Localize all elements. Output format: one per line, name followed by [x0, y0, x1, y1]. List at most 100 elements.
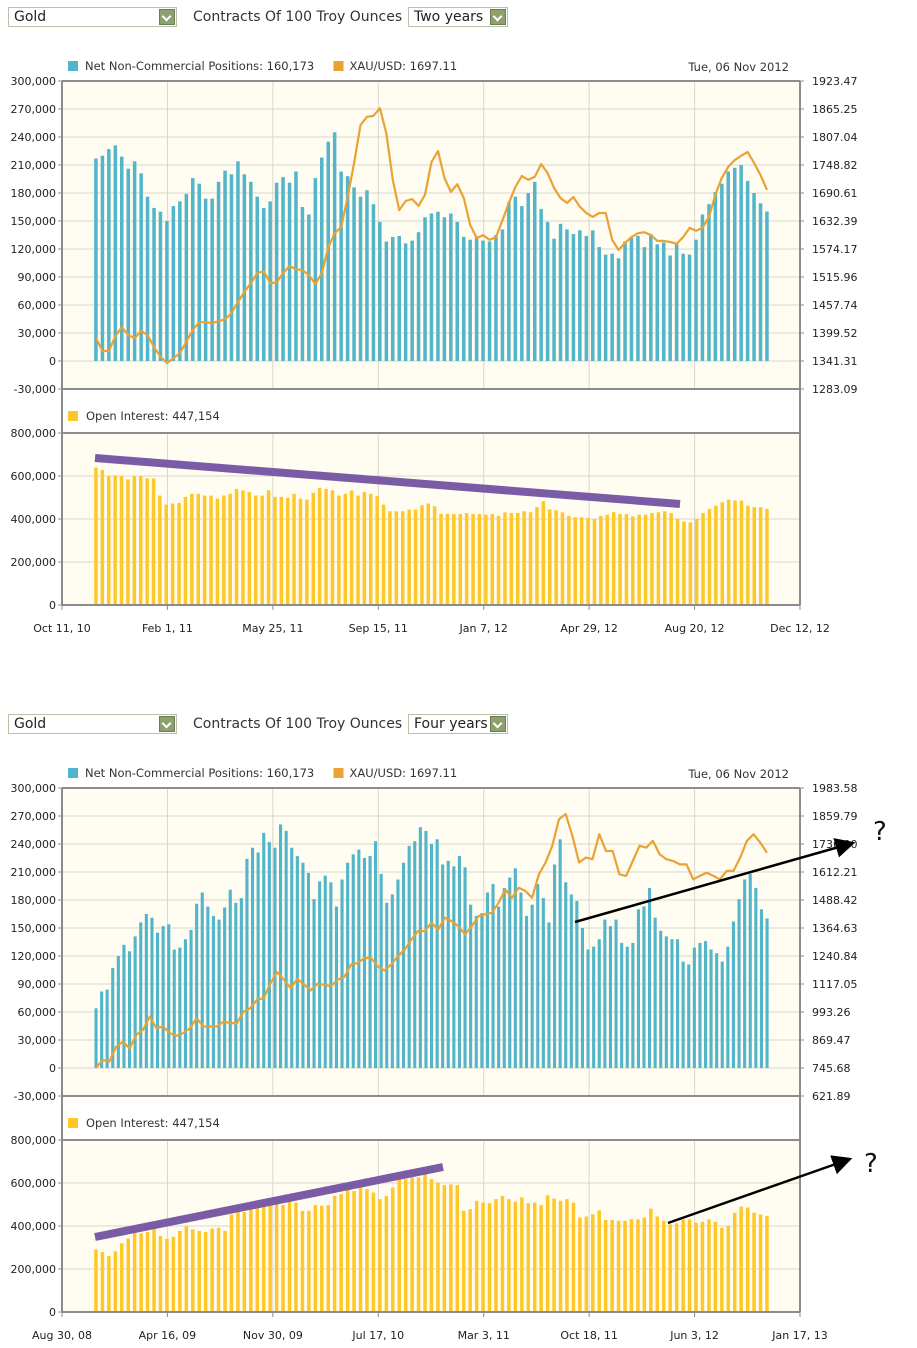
- net-position-bar: [463, 867, 467, 1068]
- net-position-bar: [692, 947, 696, 1068]
- net-position-bar: [610, 253, 614, 361]
- net-position-bar: [239, 898, 243, 1068]
- open-interest-bar: [455, 1185, 459, 1312]
- net-position-bar: [320, 157, 324, 361]
- open-interest-bar: [292, 493, 296, 605]
- left-axis-tick-label: 210,000: [11, 866, 57, 879]
- open-interest-bar: [210, 1228, 214, 1312]
- net-position-bar: [603, 254, 608, 361]
- open-interest-bar: [535, 507, 539, 605]
- open-interest-bar: [178, 1230, 182, 1312]
- net-position-bar: [284, 830, 288, 1068]
- left-axis-tick-label: 150,000: [11, 922, 57, 935]
- net-position-bar: [144, 914, 148, 1068]
- x-axis-tick-label: Jan 7, 12: [458, 622, 507, 635]
- open-interest-bar: [94, 1249, 98, 1312]
- open-interest-bar: [184, 1226, 189, 1312]
- net-position-bar: [332, 132, 337, 361]
- net-position-bar: [642, 247, 647, 361]
- net-position-bar: [279, 824, 283, 1068]
- open-interest-bar: [603, 1220, 608, 1312]
- net-position-bar: [707, 204, 711, 361]
- net-position-bar: [374, 841, 378, 1068]
- net-position-bar: [449, 213, 453, 361]
- cot-chart-four-years: Net Non-Commercial Positions: 160,173 XAU…: [11, 766, 887, 1342]
- open-interest-bar: [554, 510, 558, 605]
- open-interest-bar: [381, 504, 386, 605]
- period-select[interactable]: Four years: [408, 714, 508, 734]
- open-interest-bar: [494, 1199, 498, 1312]
- right-axis-tick-label: 1748.82: [812, 159, 858, 172]
- net-position-bar: [294, 171, 298, 361]
- period-value: Four years: [414, 716, 488, 732]
- open-interest-bar: [423, 1171, 427, 1312]
- net-position-bar: [156, 932, 160, 1068]
- open-interest-bar: [352, 1191, 356, 1312]
- open-interest-bar: [631, 516, 635, 605]
- net-position-bar: [541, 898, 545, 1068]
- open-interest-bar: [507, 1199, 511, 1312]
- period-select[interactable]: Two years: [408, 7, 508, 27]
- chevron-down-icon[interactable]: [159, 716, 175, 732]
- left-axis-tick-label: 0: [49, 355, 56, 368]
- open-interest-bar: [694, 1222, 698, 1312]
- commodity-select[interactable]: Gold: [8, 714, 177, 734]
- open-interest-bar: [391, 1187, 395, 1312]
- net-position-bar: [145, 196, 150, 361]
- chevron-down-icon[interactable]: [490, 716, 506, 732]
- open-interest-bar: [158, 1236, 163, 1312]
- question-mark-annotation: ?: [873, 817, 887, 847]
- net-position-bar: [329, 882, 333, 1068]
- open-interest-bar: [560, 512, 565, 605]
- commodity-select[interactable]: Gold: [8, 7, 177, 27]
- net-legend-label: Net Non-Commercial Positions: 160,173: [85, 766, 314, 780]
- left-axis-tick-label: 30,000: [18, 327, 57, 340]
- net-position-bar: [368, 856, 372, 1068]
- right-axis-tick-label: 1690.61: [812, 187, 858, 200]
- net-position-bar: [116, 956, 120, 1068]
- open-interest-bar: [739, 500, 744, 605]
- net-position-bar: [358, 196, 363, 361]
- open-interest-bar: [452, 514, 456, 605]
- chevron-down-icon[interactable]: [490, 9, 506, 25]
- open-interest-bar: [324, 488, 328, 605]
- net-position-bar: [441, 864, 445, 1068]
- net-position-bar: [592, 946, 596, 1068]
- open-interest-bar: [694, 519, 699, 605]
- net-position-bar: [569, 894, 573, 1068]
- net-position-bar: [413, 841, 417, 1068]
- open-interest-bar: [223, 1230, 227, 1312]
- open-interest-bar: [279, 496, 284, 605]
- open-interest-bar: [584, 1216, 589, 1312]
- x-axis-tick-label: Mar 3, 11: [458, 1329, 510, 1342]
- x-axis-tick-label: May 25, 11: [242, 622, 303, 635]
- net-position-bar: [664, 936, 668, 1068]
- open-interest-bar: [637, 514, 641, 605]
- net-position-bar: [120, 156, 124, 361]
- net-position-bar: [211, 915, 215, 1068]
- left-axis-tick-label: 180,000: [11, 187, 57, 200]
- open-interest-bar: [165, 1238, 169, 1312]
- open-interest-bar: [567, 515, 571, 605]
- open-interest-bar: [707, 1219, 711, 1312]
- x-axis-tick-label: Feb 1, 11: [142, 622, 193, 635]
- net-position-bar: [195, 903, 199, 1068]
- open-interest-bar: [216, 1227, 221, 1312]
- oi-axis-tick-label: 600,000: [11, 1177, 57, 1190]
- units-label: Contracts Of 100 Troy Ounces: [193, 716, 403, 732]
- net-position-bar: [520, 206, 524, 361]
- open-interest-bar: [222, 495, 226, 605]
- open-interest-bar: [713, 1221, 718, 1312]
- net-position-bar: [659, 930, 663, 1068]
- open-interest-bar: [215, 498, 220, 605]
- open-interest-bar: [765, 1215, 769, 1312]
- net-position-bar: [429, 213, 434, 361]
- open-interest-bar: [649, 1208, 653, 1312]
- net-position-bar: [206, 906, 210, 1068]
- oi-axis-tick-label: 400,000: [11, 513, 57, 526]
- chevron-down-icon[interactable]: [159, 9, 175, 25]
- net-position-bar: [737, 899, 741, 1068]
- net-position-bar: [105, 989, 109, 1068]
- right-axis-tick-label: 1283.09: [812, 383, 858, 396]
- open-interest-bar: [307, 1210, 311, 1312]
